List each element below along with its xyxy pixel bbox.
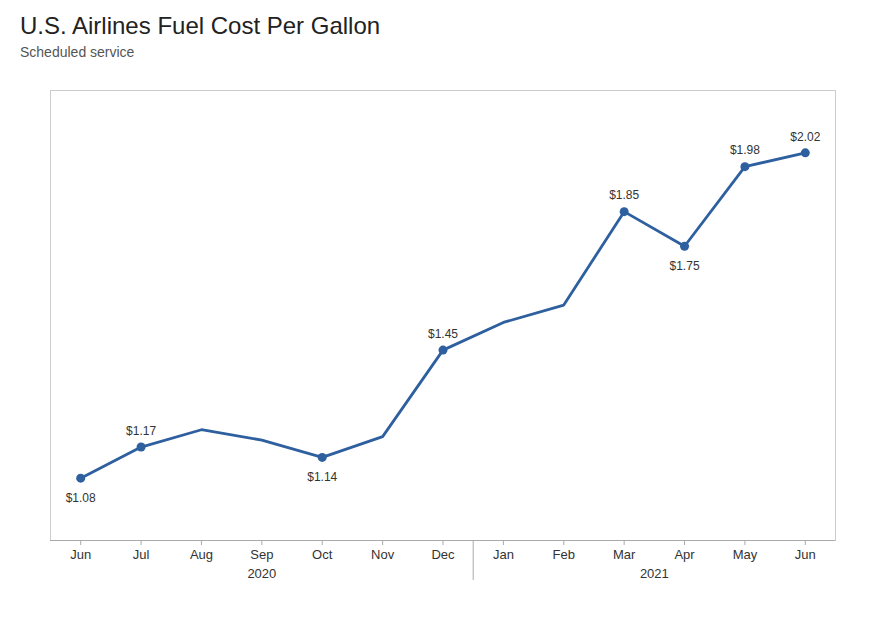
svg-text:Aug: Aug — [190, 547, 213, 562]
svg-text:Jan: Jan — [493, 547, 514, 562]
svg-text:2021: 2021 — [640, 566, 669, 581]
svg-text:Jul: Jul — [133, 547, 150, 562]
svg-text:$2.02: $2.02 — [790, 130, 820, 144]
svg-text:$1.98: $1.98 — [730, 143, 760, 157]
svg-text:Jun: Jun — [70, 547, 91, 562]
svg-text:$1.17: $1.17 — [126, 424, 156, 438]
svg-text:$1.85: $1.85 — [609, 188, 639, 202]
svg-text:$1.08: $1.08 — [66, 491, 96, 505]
svg-text:$1.14: $1.14 — [307, 470, 337, 484]
svg-text:Feb: Feb — [553, 547, 575, 562]
svg-text:May: May — [733, 547, 758, 562]
svg-text:2020: 2020 — [247, 566, 276, 581]
svg-text:Apr: Apr — [674, 547, 695, 562]
html-text:U.S. Airlines Fuel Cost Per Ga: U.S. Airlines Fuel Cost Per Gallon — [20, 12, 381, 39]
svg-text:Oct: Oct — [312, 547, 333, 562]
svg-text:Mar: Mar — [613, 547, 636, 562]
svg-text:$1.75: $1.75 — [670, 259, 700, 273]
svg-text:Jun: Jun — [795, 547, 816, 562]
svg-text:Dec: Dec — [431, 547, 455, 562]
svg-text:Sep: Sep — [250, 547, 273, 562]
svg-text:$1.45: $1.45 — [428, 327, 458, 341]
svg-text:Nov: Nov — [371, 547, 395, 562]
html-text:Scheduled service: Scheduled service — [20, 44, 135, 60]
